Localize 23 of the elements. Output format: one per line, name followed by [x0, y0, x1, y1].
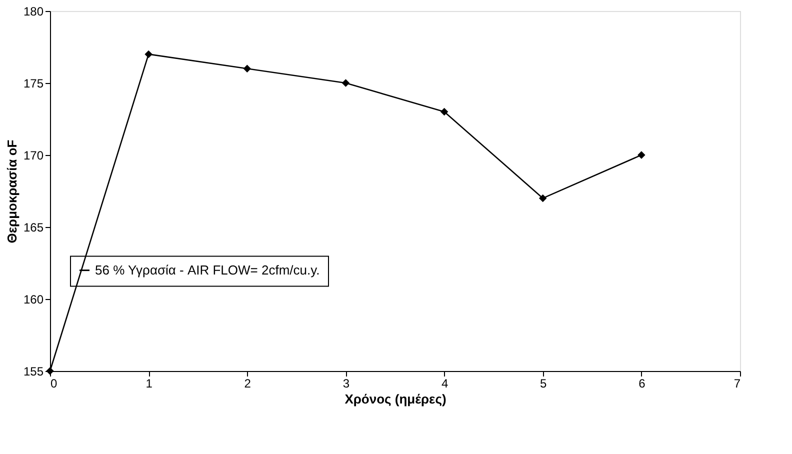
point	[538, 194, 547, 202]
point	[243, 64, 252, 72]
x-tick-label: 6	[638, 376, 646, 390]
y-tick-label: 170	[23, 148, 44, 162]
point	[342, 79, 350, 87]
x-axis-title: Χρόνος (ημέρες)	[344, 392, 446, 406]
legend-label: 56 % Υγρασία - AIR FLOW= 2cfm/cu.y.	[95, 262, 320, 278]
x-tick-label: 0	[50, 376, 58, 390]
y-axis-title: Θερμοκρασία oF	[4, 140, 20, 244]
point	[144, 50, 152, 58]
y-tick-label: 155	[23, 364, 44, 378]
y-tick-label: 165	[23, 220, 44, 234]
x-tick-label: 4	[441, 376, 448, 390]
x-tick-label: 2	[244, 376, 252, 390]
y-tick-label: 180	[23, 4, 44, 18]
x-tick-label: 5	[540, 376, 548, 390]
x-tick-label: 3	[342, 376, 350, 390]
point	[440, 108, 448, 116]
y-tick-label: 160	[23, 292, 44, 306]
x-tick-label: 1	[146, 376, 153, 390]
point	[638, 151, 646, 159]
x-tick-label: 7	[734, 376, 741, 390]
y-tick-label: 175	[23, 76, 44, 90]
